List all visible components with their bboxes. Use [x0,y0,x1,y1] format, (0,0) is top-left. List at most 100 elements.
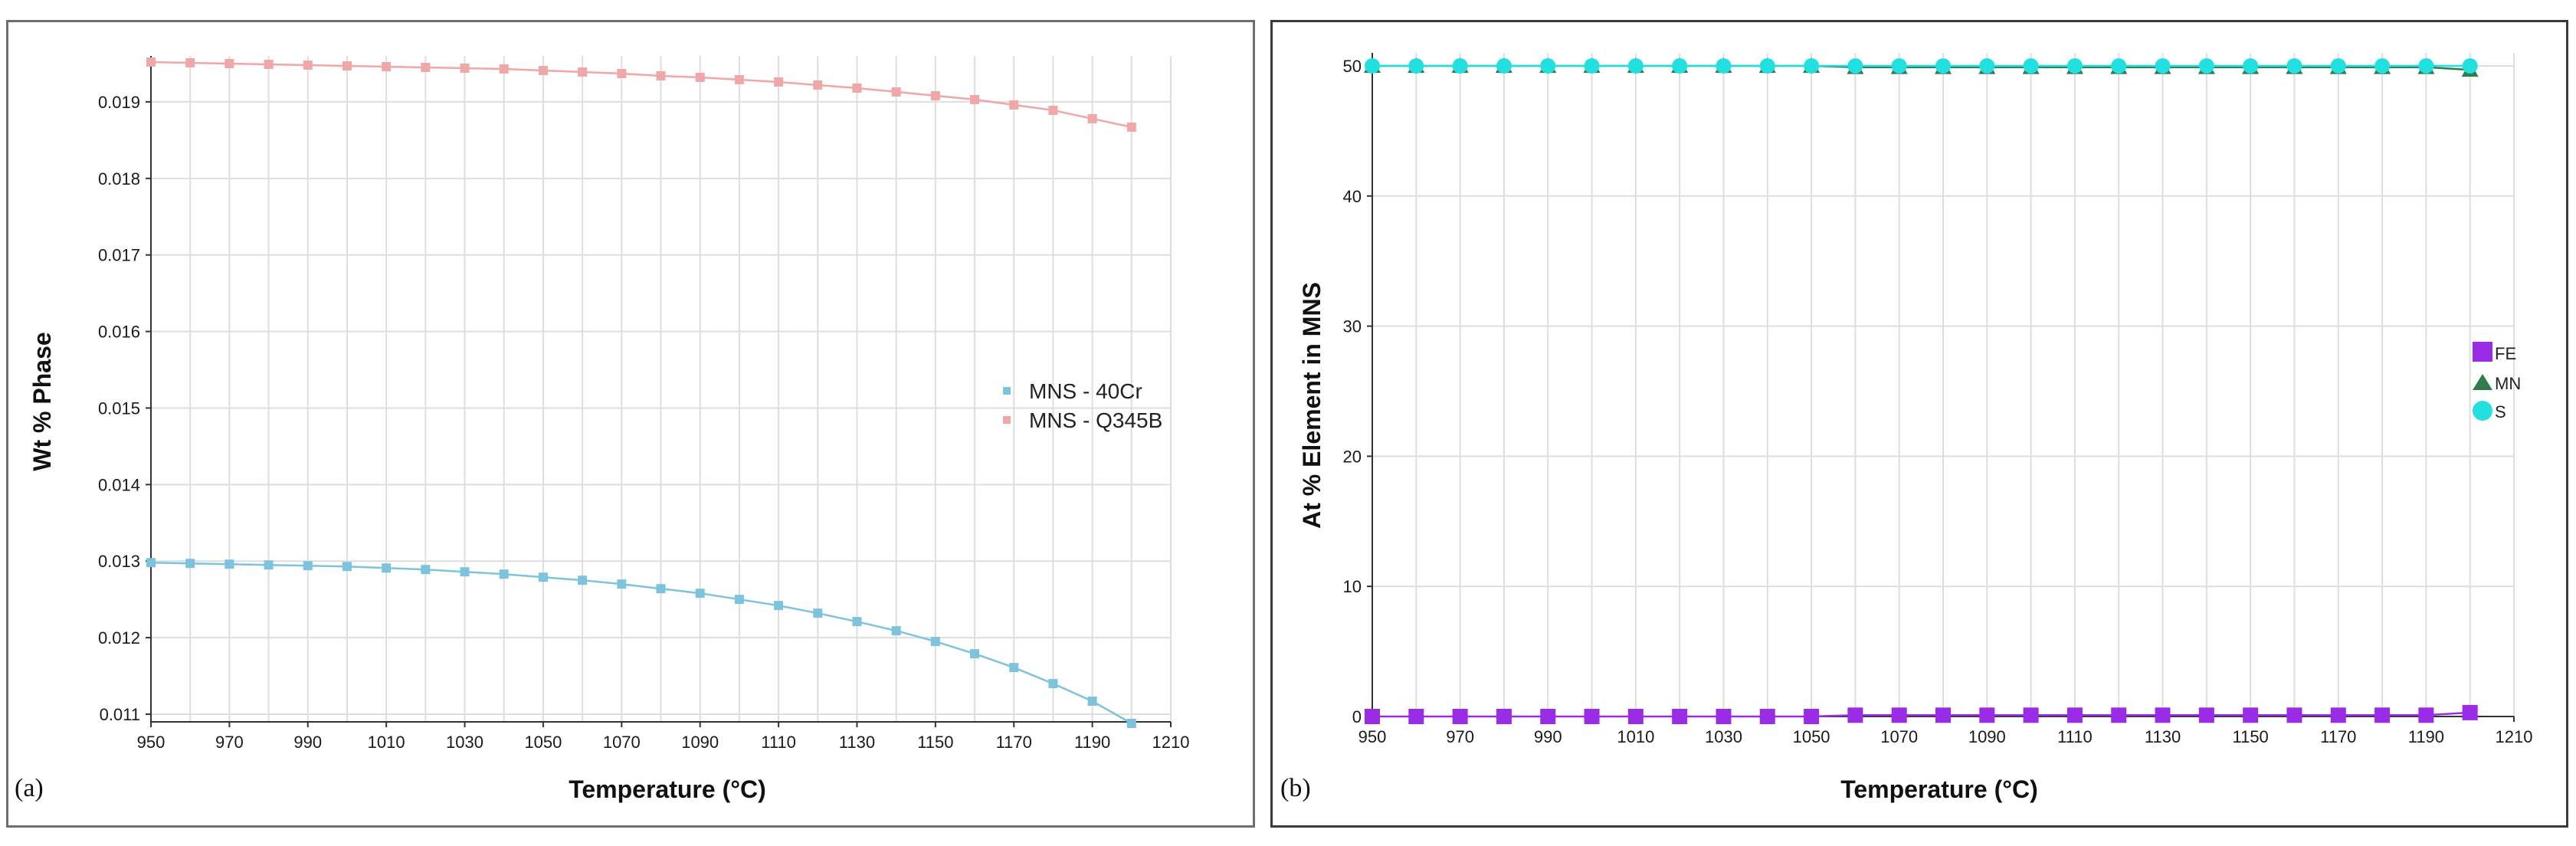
data-point [460,63,470,73]
data-point [185,559,195,569]
x-tick-label: 1110 [2057,727,2093,746]
x-tick-label: 1070 [603,733,641,752]
data-point [2374,57,2391,74]
x-tick-label: 1010 [368,733,405,752]
data-point [2111,57,2127,74]
data-point [146,558,156,568]
x-tick-label: 1170 [2320,727,2356,746]
x-tick-label: 1110 [761,733,796,752]
data-point [656,584,666,594]
data-point [460,567,470,577]
x-tick-label: 1090 [681,733,719,752]
data-point [2023,57,2039,74]
data-point [734,595,744,605]
data-point [224,559,234,569]
data-point [774,77,784,87]
x-tick-label: 1150 [917,733,953,752]
data-point [1087,113,1097,123]
y-tick-label: 0.019 [98,93,140,112]
y-tick-label: 0.017 [98,246,140,265]
data-point [1891,57,1907,74]
data-point [1627,57,1644,74]
chart-a: (a) Temperature (°C) Wt % Phase 950 970 99… [15,56,1190,803]
series-mns-40cr [146,558,1136,728]
data-point [1672,709,1688,724]
data-point [1496,709,1512,724]
series-mn [1364,57,2479,77]
data-point [617,68,627,78]
legend-marker-mn [2473,374,2492,390]
y-tick-label: 0.018 [98,169,140,189]
y-tick-label: 0 [1352,707,1362,726]
data-point [421,565,431,575]
data-point [538,65,548,75]
series-line [150,61,1132,129]
data-point [2243,57,2259,74]
legend-marker-q345b [1003,416,1011,424]
data-point [1804,57,1820,74]
x-axis-title-a: Temperature (°C) [569,776,766,803]
series-line [150,561,1132,725]
legend-label-fe: FE [2495,344,2516,363]
data-point [303,60,313,70]
data-point [2198,707,2214,723]
legend-label-q345b: MNS - Q345B [1029,408,1162,432]
data-point [185,57,195,67]
data-point [2374,707,2391,723]
data-point [2066,57,2083,74]
data-point [1408,709,1424,724]
data-point [1759,709,1775,724]
data-point [2198,57,2214,74]
legend-label-mn: MN [2495,374,2521,393]
data-point [2155,57,2171,74]
data-point [734,74,744,84]
series-mns-q345b [146,57,1136,132]
data-point [1009,663,1019,673]
data-point [656,70,666,80]
data-point [1935,707,1951,723]
data-point [930,90,940,100]
data-point [970,94,980,104]
data-point [2111,707,2127,723]
data-point [1496,57,1512,74]
panel-label-a: (a) [15,774,44,802]
x-tick-label: 1030 [446,733,483,752]
data-point [2462,704,2478,720]
x-tick-label: 1070 [1880,727,1918,746]
data-point [1847,707,1863,723]
data-point [813,80,823,90]
series-fe [1365,704,2478,724]
data-point [1452,57,1468,74]
x-tick-label: 1190 [1074,733,1110,752]
data-point [1048,679,1058,689]
data-point [1672,57,1688,74]
x-tick-label: 1050 [1793,727,1830,746]
y-tick-label: 10 [1343,577,1362,596]
legend-label-40cr: MNS - 40Cr [1029,379,1142,403]
data-point [1979,707,1995,723]
x-tick-label: 990 [293,733,322,752]
legend-marker-40cr [1003,387,1011,395]
x-tick-label: 1090 [1968,727,2006,746]
data-point [2330,57,2346,74]
chart-b: (b) Temperature (°C) At % Element in MNS… [1280,53,2533,803]
y-tick-label: 40 [1343,187,1362,206]
data-point [2243,707,2259,723]
data-point [695,72,705,82]
axes: 950 970 990 1010 1030 1050 1070 1090 1110 1130 115… [98,56,1190,752]
x-tick-label: 1210 [1152,733,1190,752]
data-point [970,649,980,659]
x-tick-label: 970 [1446,727,1474,746]
data-point [1365,57,1380,74]
series-s [1365,57,2478,74]
legend-marker-fe [2473,342,2492,362]
data-point [342,61,352,70]
x-tick-label: 1210 [2496,727,2533,746]
y-tick-label: 0.011 [100,705,140,724]
chart-panel-b: (b) Temperature (°C) At % Element in MNS… [1270,20,2568,828]
x-axis-title-b: Temperature (°C) [1840,776,2038,803]
panel-label-b: (b) [1280,774,1311,802]
data-point [382,563,392,573]
data-point [342,562,352,572]
data-point [538,572,548,582]
